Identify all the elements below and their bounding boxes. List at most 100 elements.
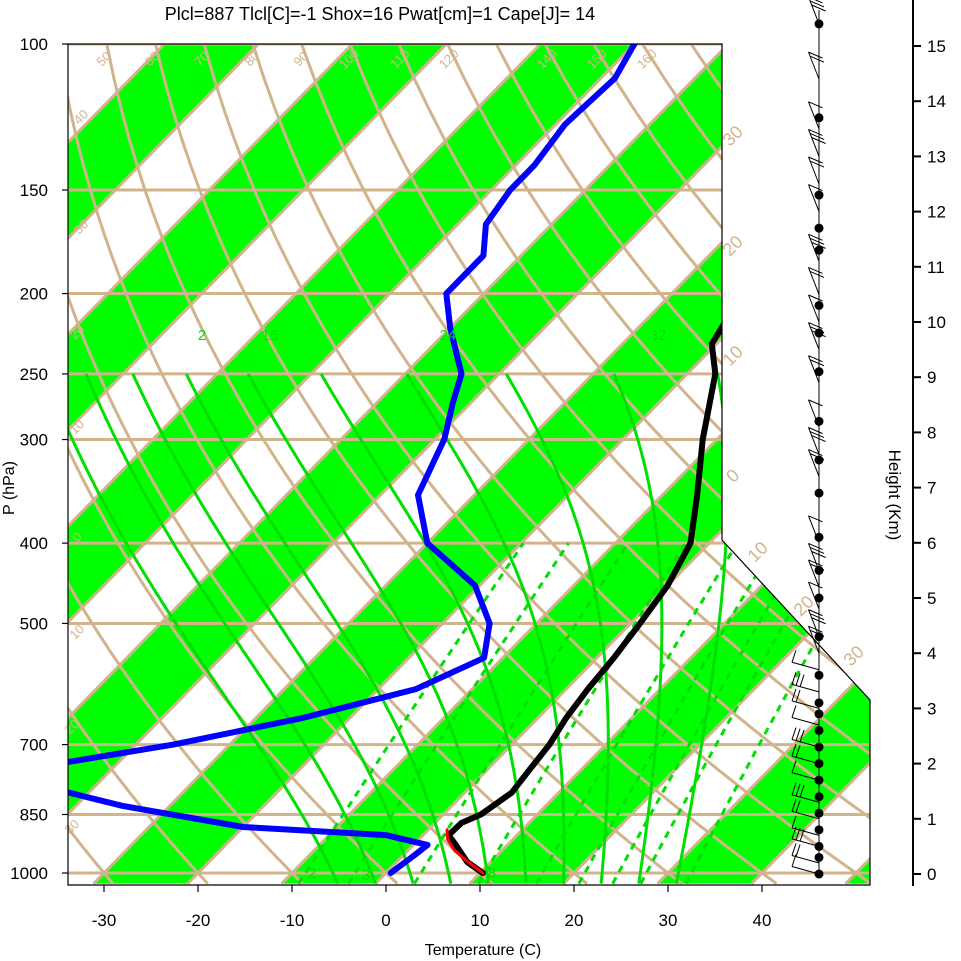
- wind-barb-flag: [795, 844, 801, 857]
- dry-adiabat-line: [300, 44, 870, 885]
- height-dot: [814, 416, 824, 426]
- wind-barbs-column: [791, 0, 826, 879]
- wind-barb: [808, 515, 820, 543]
- wind-barb-flag: [808, 184, 823, 192]
- wind-barb-flag: [811, 241, 826, 249]
- wind-barb-flag: [791, 743, 797, 757]
- wind-barb-flag: [808, 449, 823, 457]
- height-tick-label: 13: [927, 147, 946, 166]
- height-tick-label: 6: [927, 534, 936, 553]
- isotherm-label: 30: [719, 122, 747, 150]
- wind-barb: [808, 184, 820, 212]
- isotherm-line: [68, 44, 260, 885]
- height-dot: [814, 455, 824, 465]
- mixing-ratio-line: [611, 542, 807, 885]
- height-dot: [814, 367, 824, 377]
- height-dot: [814, 223, 824, 233]
- height-tick-label: 14: [927, 92, 946, 111]
- wind-barb-flag: [809, 431, 825, 438]
- wind-barb-flag: [791, 815, 797, 829]
- wind-barb-flag: [811, 137, 826, 144]
- temperature-tick-label: 20: [565, 911, 584, 930]
- dry-adiabat-line: [68, 44, 494, 885]
- isotherm-line: [68, 44, 636, 885]
- height-dot: [814, 532, 824, 542]
- mixing-ratio-label: 16: [262, 327, 279, 344]
- temperature-band: [68, 44, 447, 884]
- moist-adiabat-line: [612, 373, 664, 884]
- wind-barb-flag: [791, 843, 797, 856]
- wind-barb-flag: [809, 546, 825, 554]
- mixing-ratio-label: 2: [198, 327, 206, 344]
- dry-adiabat-line: [68, 44, 588, 885]
- height-dot: [814, 725, 824, 735]
- wind-barb: [808, 399, 820, 428]
- moist-adiabat-line: [68, 373, 340, 885]
- wind-barb-flag: [811, 435, 826, 443]
- wind-barb-flag: [808, 233, 823, 241]
- pressure-tick-label: 700: [20, 736, 48, 755]
- wind-barb: [791, 827, 820, 836]
- temperature-tick-label: 40: [753, 911, 772, 930]
- wind-barb-flag: [809, 563, 825, 571]
- moist-adiabat-line: [184, 373, 453, 884]
- temperature-band: [469, 44, 870, 884]
- pressure-tick-label: 850: [20, 805, 48, 824]
- height-tick-label: 11: [927, 258, 945, 277]
- wind-barb-flag: [808, 427, 823, 434]
- wind-barb-flag: [808, 51, 823, 59]
- wind-barb-flag: [799, 784, 805, 798]
- pressure-tick-label: 300: [20, 431, 48, 450]
- height-dot: [814, 709, 824, 719]
- isotherm-label: 0: [722, 465, 743, 486]
- height-axis: 012345678910111213141516: [912, 0, 946, 886]
- height-dot: [814, 488, 824, 498]
- wind-barb-flag: [809, 270, 825, 278]
- wind-barb-flag: [811, 330, 826, 338]
- wind-barb-flag: [808, 294, 823, 302]
- height-dot: [814, 808, 824, 818]
- dry-adiabat-line: [68, 44, 209, 885]
- wind-barb-flag: [808, 399, 823, 407]
- height-tick-label: 3: [927, 699, 936, 718]
- height-dot: [814, 300, 824, 310]
- wind-barb-flag: [808, 156, 823, 164]
- wind-barb: [808, 581, 820, 610]
- wind-barb-flag: [808, 128, 823, 136]
- temperature-band: [68, 44, 635, 884]
- wind-barb-flag: [795, 783, 801, 797]
- wind-barb-flag: [809, 613, 825, 621]
- isotherm-label: 10: [719, 342, 747, 370]
- height-dot: [814, 113, 824, 123]
- wind-barb-flag: [808, 542, 823, 550]
- wind-barb-flag: [808, 266, 823, 274]
- wind-barb-flag: [809, 237, 825, 245]
- wind-barb-flag: [811, 4, 826, 12]
- wind-barb: [791, 716, 820, 726]
- pressure-tick-label: 400: [20, 534, 48, 553]
- height-dot: [814, 593, 824, 603]
- wind-barb-flag: [795, 800, 801, 813]
- mixing-ratio-line: [535, 542, 739, 885]
- wind-barb-flag: [809, 359, 825, 367]
- wind-barb-flag: [791, 650, 797, 663]
- dry-adiabat-line: [446, 44, 870, 885]
- wind-barb-flag: [808, 559, 823, 567]
- height-dot: [814, 825, 824, 835]
- moist-adiabat-line: [246, 373, 490, 884]
- pressure-tick-label: 150: [20, 181, 48, 200]
- x-axis-label: Temperature (C): [425, 942, 541, 959]
- dewpoint-profile-line: [68, 44, 638, 876]
- dry-adiabat-line: [397, 44, 870, 885]
- wind-barb-flag: [799, 729, 805, 742]
- wind-barb-flag: [791, 672, 797, 685]
- wind-barb-flag: [791, 799, 797, 812]
- mixing-ratio-label: 24: [440, 327, 457, 344]
- isotherm-label: 20: [719, 232, 747, 260]
- height-dot: [814, 852, 824, 862]
- height-tick-label: 4: [927, 644, 936, 663]
- wind-barb-flag: [791, 727, 797, 740]
- temperature-tick-label: 30: [659, 911, 678, 930]
- height-tick-label: 12: [927, 203, 946, 222]
